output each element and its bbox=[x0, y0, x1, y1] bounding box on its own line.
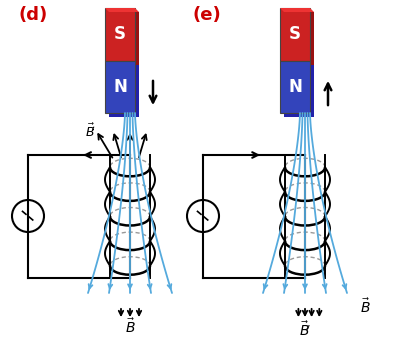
Text: S: S bbox=[289, 25, 301, 43]
Text: (d): (d) bbox=[18, 6, 47, 24]
Text: $\vec{B}$: $\vec{B}$ bbox=[360, 297, 371, 316]
Text: $\vec{B}\!'$: $\vec{B}\!'$ bbox=[84, 123, 96, 140]
Polygon shape bbox=[105, 8, 139, 12]
FancyBboxPatch shape bbox=[109, 64, 139, 117]
Text: N: N bbox=[288, 78, 302, 96]
FancyBboxPatch shape bbox=[284, 12, 314, 64]
Bar bbox=[105, 8, 135, 60]
Bar bbox=[280, 60, 310, 113]
Bar bbox=[280, 8, 310, 60]
Text: $\vec{B}$: $\vec{B}$ bbox=[125, 317, 135, 336]
Bar bbox=[105, 60, 135, 113]
Polygon shape bbox=[280, 8, 314, 12]
Text: $\vec{B}\!'$: $\vec{B}\!'$ bbox=[299, 320, 311, 339]
Text: (e): (e) bbox=[193, 6, 222, 24]
Text: S: S bbox=[114, 25, 126, 43]
FancyBboxPatch shape bbox=[109, 12, 139, 64]
Text: N: N bbox=[113, 78, 127, 96]
FancyBboxPatch shape bbox=[284, 64, 314, 117]
